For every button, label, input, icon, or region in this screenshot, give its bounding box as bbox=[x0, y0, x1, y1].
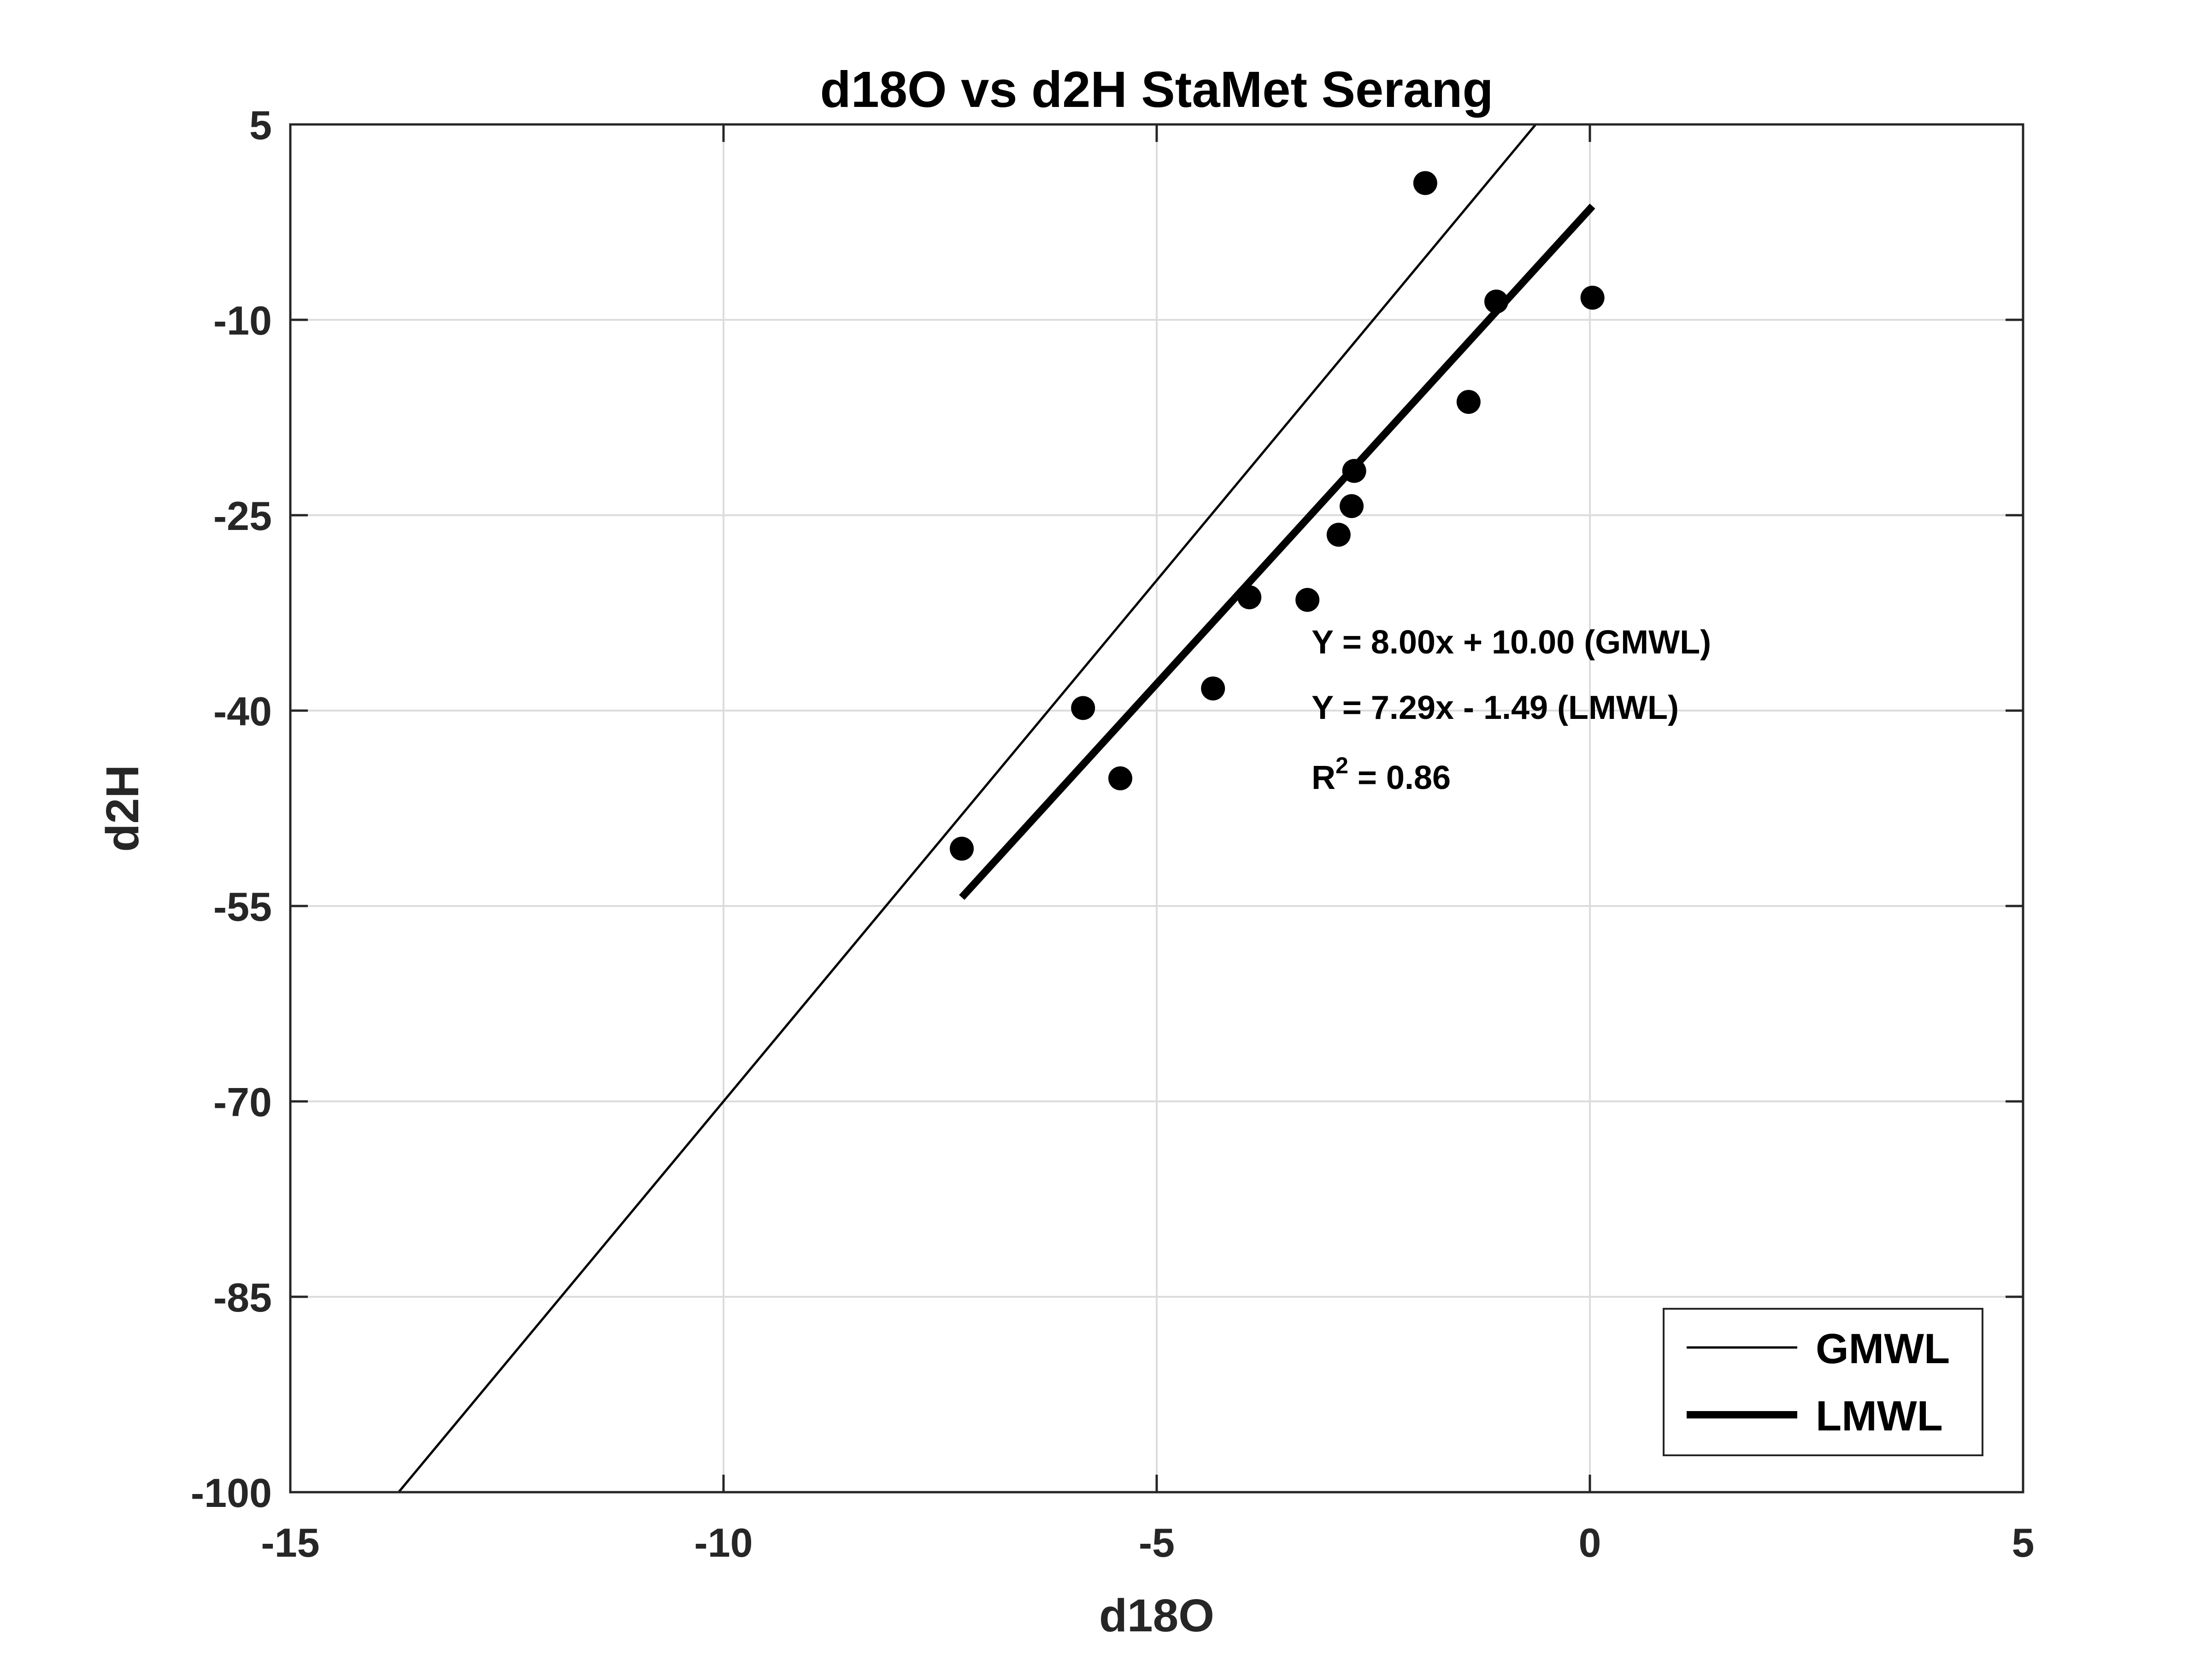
gmwl-line bbox=[398, 123, 1537, 1493]
data-point bbox=[1342, 459, 1366, 483]
y-tick-label: -85 bbox=[213, 1275, 272, 1320]
y-tick-label: -25 bbox=[213, 493, 272, 539]
axis-ticks: -15 -10 -5 0 5 5 -10 -25 -40 -55 -70 -85 -100 bbox=[191, 102, 2035, 1565]
data-points bbox=[950, 171, 1605, 861]
legend-gmwl-label: GMWL bbox=[1816, 1325, 1950, 1372]
data-point bbox=[1340, 494, 1364, 518]
y-tick-label: -55 bbox=[213, 884, 272, 930]
r-squared-value: = 0.86 bbox=[1348, 759, 1451, 796]
x-tick-label: 0 bbox=[1579, 1520, 1601, 1565]
data-point bbox=[1237, 585, 1262, 610]
legend: GMWL LMWL bbox=[1663, 1308, 1983, 1456]
lmwl-line-group bbox=[959, 203, 1595, 900]
y-tick-label: -40 bbox=[213, 688, 272, 734]
gmwl-line-group bbox=[398, 123, 1537, 1493]
x-tick-label: -10 bbox=[694, 1520, 753, 1565]
grid-lines bbox=[290, 124, 2023, 1492]
x-tick-label: -15 bbox=[261, 1520, 319, 1565]
y-axis-label: d2H bbox=[97, 765, 148, 852]
y-tick-label: -100 bbox=[191, 1470, 272, 1516]
x-axis-label: d18O bbox=[1099, 1590, 1214, 1641]
data-point bbox=[1456, 390, 1481, 414]
legend-box bbox=[1663, 1308, 1983, 1456]
x-tick-label: -5 bbox=[1139, 1520, 1175, 1565]
data-point bbox=[1201, 676, 1225, 700]
data-point bbox=[1413, 171, 1437, 195]
data-point bbox=[950, 836, 974, 861]
gmwl-equation: Y = 8.00x + 10.00 (GMWL) bbox=[1312, 624, 1711, 661]
r-squared-r: R bbox=[1312, 759, 1335, 796]
lmwl-line bbox=[959, 203, 1595, 900]
data-point bbox=[1071, 696, 1095, 720]
data-point bbox=[1326, 523, 1351, 547]
lmwl-equation: Y = 7.29x - 1.49 (LMWL) bbox=[1312, 689, 1679, 726]
data-point bbox=[1108, 766, 1133, 790]
y-tick-label: -70 bbox=[213, 1079, 272, 1125]
x-tick-label: 5 bbox=[2012, 1520, 2035, 1565]
r-squared-superscript: 2 bbox=[1335, 753, 1348, 778]
legend-lmwl-label: LMWL bbox=[1816, 1393, 1943, 1440]
data-point bbox=[1484, 289, 1508, 314]
data-point bbox=[1580, 285, 1605, 310]
y-tick-label: 5 bbox=[249, 102, 272, 148]
chart-title: d18O vs d2H StaMet Serang bbox=[820, 61, 1493, 118]
data-point bbox=[1295, 588, 1320, 612]
r-squared-annotation: R2 = 0.86 bbox=[1312, 753, 1451, 796]
y-tick-label: -10 bbox=[213, 298, 272, 343]
